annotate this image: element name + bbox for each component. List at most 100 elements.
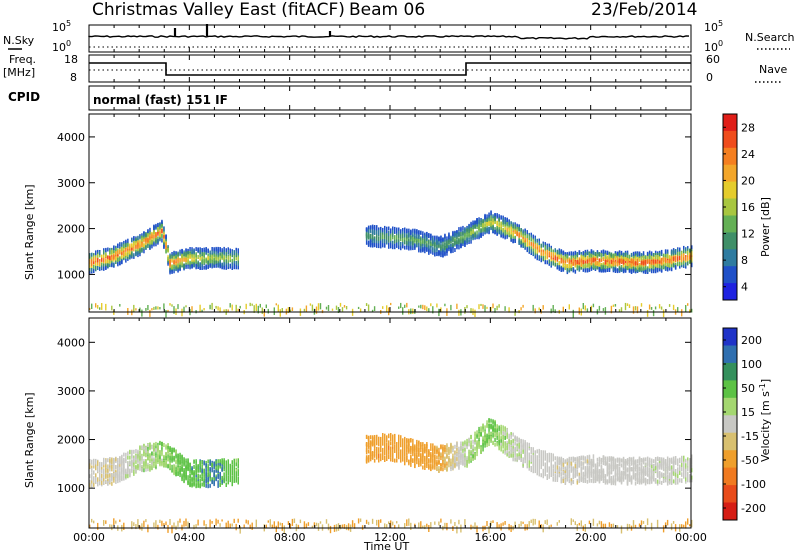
echo-pixel — [191, 254, 193, 259]
echo-pixel — [632, 259, 635, 264]
echo-pixel — [99, 261, 101, 266]
echo-pixel — [93, 262, 95, 267]
echo-pixel — [147, 467, 149, 472]
echo-pixel — [95, 251, 97, 256]
echo-pixel — [420, 236, 422, 241]
echo-pixel — [446, 240, 448, 245]
echo-pixel — [548, 246, 550, 251]
echo-pixel — [205, 479, 207, 484]
echo-pixel — [646, 268, 649, 273]
ground-scatter-pixel — [650, 307, 653, 310]
echo-pixel — [434, 242, 436, 247]
echo-pixel — [528, 232, 530, 237]
echo-pixel — [490, 225, 492, 230]
echo-pixel — [203, 249, 205, 254]
echo-pixel — [139, 450, 141, 455]
echo-pixel — [371, 437, 374, 442]
echo-pixel — [460, 231, 462, 236]
echo-pixel — [211, 468, 213, 473]
echo-pixel — [608, 254, 611, 259]
echo-pixel — [484, 217, 486, 222]
echo-pixel — [215, 474, 217, 479]
echo-pixel — [193, 480, 195, 485]
ground-scatter-pixel — [231, 523, 233, 527]
echo-pixel — [685, 262, 687, 267]
ground-scatter-pixel — [478, 304, 480, 310]
echo-pixel — [145, 461, 147, 466]
echo-pixel — [482, 227, 484, 232]
echo-pixel — [382, 456, 384, 460]
echo-pixel — [540, 246, 542, 251]
echo-pixel — [510, 233, 512, 238]
echo-pixel — [634, 267, 637, 272]
echo-pixel — [598, 258, 601, 263]
echo-pixel — [99, 266, 101, 271]
echo-pixel — [496, 227, 498, 232]
echo-pixel — [394, 444, 396, 449]
echo-pixel — [588, 257, 591, 262]
echo-pixel — [139, 466, 141, 471]
echo-pixel — [221, 463, 223, 468]
echo-pixel — [683, 262, 685, 267]
echo-pixel — [117, 460, 119, 465]
echo-pixel — [167, 261, 169, 266]
ground-scatter-pixel — [367, 521, 370, 525]
echo-pixel — [191, 476, 193, 481]
echo-pixel — [430, 234, 432, 239]
echo-pixel — [662, 256, 665, 261]
echo-pixel — [446, 243, 448, 248]
echo-pixel — [197, 465, 199, 470]
echo-pixel — [526, 230, 528, 235]
echo-pixel — [189, 475, 191, 480]
echo-pixel — [454, 248, 456, 252]
echo-pixel — [378, 447, 380, 452]
ground-scatter-pixel — [357, 518, 360, 524]
echo-pixel — [570, 259, 573, 264]
echo-pixel — [127, 238, 129, 243]
echo-pixel — [191, 260, 193, 265]
echo-pixel — [618, 261, 621, 266]
echo-pixel — [424, 234, 426, 239]
echo-pixel — [213, 250, 215, 255]
echo-pixel — [105, 465, 107, 470]
echo-pixel — [560, 259, 563, 264]
echo-pixel — [217, 483, 219, 488]
echo-pixel — [143, 452, 145, 457]
echo-pixel — [95, 466, 97, 471]
ground-scatter-pixel — [578, 307, 580, 315]
echo-pixel — [672, 257, 675, 262]
ground-scatter-pixel — [634, 306, 637, 311]
echo-pixel — [365, 227, 368, 232]
echo-pixel — [213, 469, 215, 474]
echo-pixel — [215, 476, 217, 481]
echo-pixel — [133, 449, 135, 454]
echo-pixel — [660, 261, 663, 266]
echo-pixel — [163, 458, 165, 463]
echo-pixel — [371, 238, 374, 243]
echo-pixel — [117, 477, 119, 482]
echo-pixel — [213, 260, 215, 265]
ground-scatter-pixel — [113, 310, 115, 315]
echo-pixel — [235, 265, 237, 269]
echo-pixel — [157, 453, 159, 458]
echo-pixel — [458, 227, 460, 232]
ground-scatter-pixel — [390, 302, 392, 306]
echo-pixel — [380, 437, 382, 442]
echo-pixel — [145, 232, 147, 237]
echo-pixel — [390, 433, 392, 437]
echo-pixel — [91, 472, 93, 477]
echo-pixel — [207, 459, 209, 464]
echo-pixel — [169, 259, 171, 264]
echo-pixel — [173, 255, 175, 260]
echo-pixel — [578, 267, 581, 272]
echo-pixel — [466, 231, 468, 236]
echo-pixel — [608, 263, 611, 268]
echo-pixel — [376, 449, 378, 454]
echo-pixel — [129, 255, 131, 259]
cpid-value: normal (fast) 151 IF — [93, 93, 228, 107]
echo-pixel — [572, 257, 575, 262]
echo-pixel — [410, 241, 412, 246]
nsky-label: N.Sky — [3, 34, 35, 47]
ground-scatter-pixel — [345, 306, 348, 310]
echo-pixel — [666, 260, 669, 265]
